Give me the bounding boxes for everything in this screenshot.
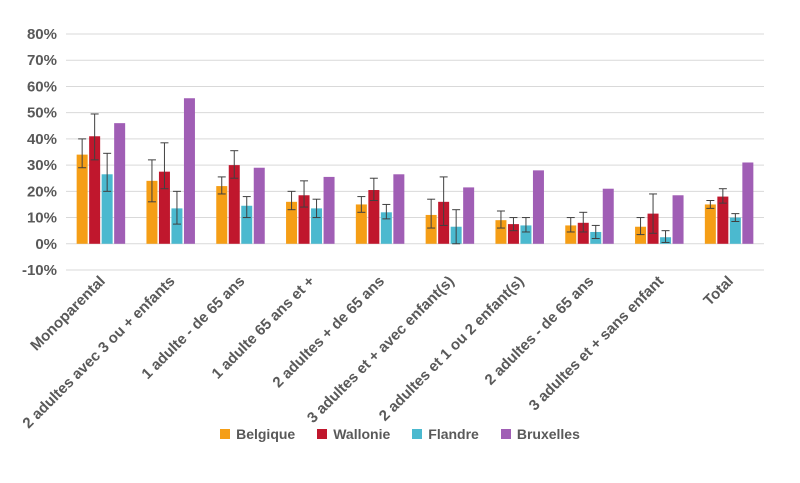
error-bar-wallonie <box>369 177 378 202</box>
y-tick-label: 10% <box>27 210 57 227</box>
error-bar-wallonie <box>718 188 727 204</box>
bar-flandre <box>171 208 183 244</box>
bar-bruxelles <box>463 187 475 244</box>
bar-belgique <box>495 220 507 244</box>
y-tick-label: 30% <box>27 157 57 174</box>
x-category-label: 2 adultes avec 3 ou + enfants <box>19 273 178 432</box>
bar-wallonie <box>298 195 310 244</box>
y-tick-label: 70% <box>27 52 57 69</box>
bar-wallonie <box>158 171 170 244</box>
bar-bruxelles <box>114 123 126 244</box>
bar-belgique <box>146 180 158 244</box>
bar-belgique <box>355 204 367 244</box>
bar-wallonie <box>368 190 380 244</box>
bar-belgique <box>635 226 647 244</box>
bar-bruxelles <box>602 188 614 244</box>
bars <box>76 98 754 244</box>
legend-swatch-belgique <box>220 429 231 439</box>
error-bar-belgique <box>147 159 156 203</box>
x-category-label: 2 adultes et 1 ou 2 enfant(s) <box>376 273 528 425</box>
bar-belgique <box>76 154 88 244</box>
bar-flandre <box>101 174 113 244</box>
bar-wallonie <box>577 222 589 244</box>
legend-label-flandre: Flandre <box>428 426 479 442</box>
bar-flandre <box>241 205 253 244</box>
error-bars <box>78 113 740 245</box>
error-bar-wallonie <box>649 193 658 234</box>
y-tick-label: 60% <box>27 78 57 95</box>
error-bar-flandre <box>312 198 321 219</box>
error-bar-flandre <box>103 152 112 192</box>
bar-bruxelles <box>532 170 544 244</box>
error-bar-belgique <box>287 190 296 211</box>
error-bar-flandre <box>661 230 670 243</box>
bar-flandre <box>311 208 323 244</box>
y-tick-label: 20% <box>27 183 57 200</box>
error-bar-flandre <box>731 213 740 222</box>
bar-wallonie <box>507 224 519 244</box>
gridlines <box>66 33 764 271</box>
error-bar-wallonie <box>509 217 518 232</box>
legend-swatch-bruxelles <box>500 429 511 439</box>
bar-belgique <box>565 225 577 244</box>
error-bar-flandre <box>452 209 461 245</box>
legend-label-bruxelles: Bruxelles <box>516 426 580 442</box>
error-bar-belgique <box>217 176 226 195</box>
error-bar-wallonie <box>160 142 169 190</box>
legend-label-wallonie: Wallonie <box>333 426 391 442</box>
x-category-label: Total <box>700 273 737 310</box>
error-bar-wallonie <box>439 176 448 226</box>
bar-belgique <box>704 204 716 244</box>
x-category-label: 3 adultes et + avec enfant(s) <box>304 273 458 427</box>
bar-wallonie <box>228 165 240 244</box>
y-tick-label: 80% <box>27 26 57 43</box>
legend-item-bruxelles: Bruxelles <box>500 426 580 442</box>
bar-flandre <box>380 212 392 244</box>
bar-bruxelles <box>253 167 265 244</box>
error-bar-wallonie <box>90 113 99 161</box>
bar-belgique <box>425 214 437 244</box>
error-bar-belgique <box>636 217 645 236</box>
error-bar-flandre <box>521 217 530 233</box>
error-bar-belgique <box>706 200 715 209</box>
legend-item-wallonie: Wallonie <box>317 426 390 442</box>
error-bar-flandre <box>591 224 600 240</box>
error-bar-flandre <box>242 196 251 219</box>
error-bar-flandre <box>172 190 181 225</box>
error-bar-belgique <box>566 217 575 233</box>
legend-label-belgique: Belgique <box>236 426 296 442</box>
bar-belgique <box>216 186 228 244</box>
y-tick-label: 40% <box>27 131 57 148</box>
y-tick-label: 0% <box>35 236 57 253</box>
bar-bruxelles <box>672 195 684 244</box>
bar-flandre <box>729 217 741 244</box>
x-category-label: 3 adultes et + sans enfant <box>526 273 667 414</box>
y-axis-tick-labels: -10% 0% 10% 20% 30% 40% 50% 60% 70% 80% <box>22 26 57 279</box>
legend: Belgique Wallonie Flandre Bruxelles <box>0 426 800 442</box>
error-bar-belgique <box>496 210 505 229</box>
bar-bruxelles <box>183 98 195 244</box>
legend-item-flandre: Flandre <box>412 426 479 442</box>
y-tick-label: -10% <box>22 262 57 279</box>
bar-bruxelles <box>393 174 405 244</box>
legend-swatch-flandre <box>412 429 423 439</box>
error-bar-belgique <box>427 198 436 229</box>
error-bar-belgique <box>357 196 366 213</box>
legend-swatch-wallonie <box>317 429 328 439</box>
bar-bruxelles <box>323 176 335 244</box>
error-bar-wallonie <box>230 150 239 179</box>
error-bar-belgique <box>78 138 87 169</box>
error-bar-wallonie <box>579 211 588 233</box>
y-tick-label: 50% <box>27 105 57 122</box>
error-bar-wallonie <box>300 180 309 208</box>
bar-wallonie <box>717 196 729 244</box>
bar-bruxelles <box>742 162 754 244</box>
bar-wallonie <box>89 136 101 244</box>
error-bar-flandre <box>382 203 391 220</box>
legend-item-belgique: Belgique <box>220 426 295 442</box>
bar-belgique <box>286 201 298 244</box>
bar-flandre <box>520 225 532 244</box>
